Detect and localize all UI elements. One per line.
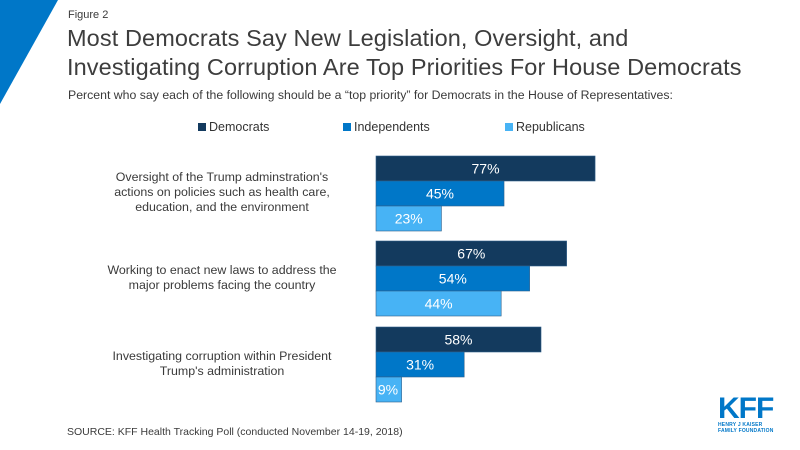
logo-line-1: HENRY J KAISER (718, 422, 763, 428)
legend-label-independents: Independents (354, 120, 430, 134)
legend-swatch-democrats (198, 123, 206, 131)
source-note: SOURCE: KFF Health Tracking Poll (conduc… (67, 426, 403, 438)
figure-label: Figure 2 (68, 9, 109, 21)
category-label: Working to enact new laws to address the… (82, 263, 362, 293)
legend-item-republicans: Republicans (505, 120, 585, 134)
data-label: 45% (426, 186, 454, 202)
category-label: Investigating corruption within Presiden… (82, 349, 362, 379)
data-label: 23% (395, 211, 423, 227)
category-label: Oversight of the Trump adminstration's ac… (82, 170, 362, 215)
logo-line-2: FAMILY FOUNDATION (718, 428, 774, 434)
legend-label-democrats: Democrats (209, 120, 270, 134)
bar-independents (375, 265, 530, 292)
category-label-line: Oversight of the Trump adminstration's (115, 170, 329, 184)
bar-democrats (375, 326, 542, 353)
logo-mark: KFF (718, 392, 774, 425)
bar-republicans (375, 376, 402, 403)
chart-title-line-2: Investigating Corruption Are Top Priorit… (67, 54, 742, 80)
bar-independents (375, 180, 505, 207)
legend-swatch-independents (343, 123, 351, 131)
corner-accent-shape (0, 0, 58, 104)
bar-republicans (375, 205, 442, 232)
chart-title: Most Democrats Say New Legislation, Over… (67, 24, 797, 82)
category-label-line: Trump's administration (159, 363, 285, 378)
chart-subtitle: Percent who say each of the following sh… (68, 88, 673, 102)
bar-independents (375, 351, 465, 378)
legend: Democrats Independents Republicans (0, 120, 800, 136)
category-label-line: major problems facing the country (128, 277, 316, 292)
data-label: 9% (378, 382, 398, 398)
bar-democrats (375, 240, 567, 267)
data-label: 67% (457, 246, 485, 262)
data-label: 58% (444, 332, 472, 348)
legend-item-democrats: Democrats (198, 120, 269, 134)
data-label: 54% (439, 271, 467, 287)
legend-swatch-republicans (505, 123, 513, 131)
data-label: 44% (425, 296, 453, 312)
legend-label-republicans: Republicans (516, 120, 585, 134)
chart-title-line-1: Most Democrats Say New Legislation, Over… (67, 25, 629, 51)
legend-item-independents: Independents (343, 120, 430, 134)
category-label-line: Investigating corruption within Presiden… (112, 348, 332, 363)
category-label-line: education, and the environment (135, 200, 309, 214)
kff-logo: KFF HENRY J KAISER FAMILY FOUNDATION (718, 392, 788, 435)
bar-republicans (375, 290, 502, 317)
bar-democrats (375, 155, 596, 182)
data-label: 31% (406, 357, 434, 373)
category-label-line: Working to enact new laws to address the (107, 262, 337, 277)
data-label: 77% (472, 161, 500, 177)
category-label-line: actions on policies such as health care, (114, 185, 330, 199)
